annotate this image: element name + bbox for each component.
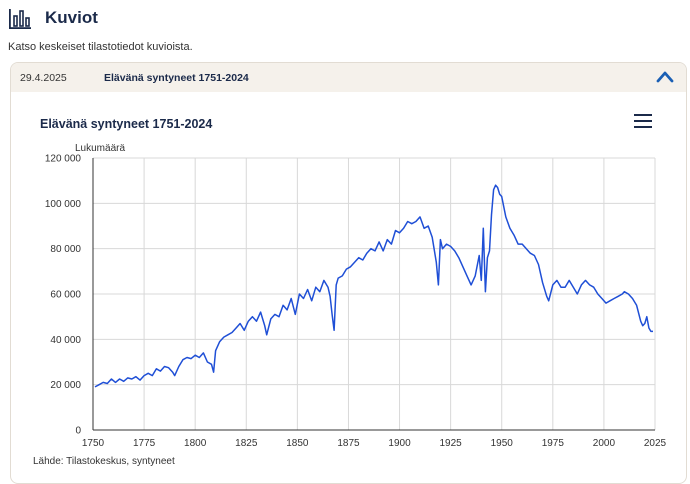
x-tick-label: 2025 [644, 438, 667, 449]
x-tick-label: 1800 [184, 438, 207, 449]
x-tick-label: 1775 [133, 438, 156, 449]
x-tick-label: 1850 [286, 438, 309, 449]
x-tick-label: 1875 [337, 438, 360, 449]
x-tick-label: 1825 [235, 438, 258, 449]
x-tick-label: 1975 [542, 438, 565, 449]
chevron-up-icon[interactable] [656, 69, 674, 85]
y-tick-label: 80 000 [50, 244, 81, 255]
y-tick-label: 40 000 [50, 335, 81, 346]
y-tick-label: 20 000 [50, 380, 81, 391]
y-tick-label: 120 000 [45, 154, 82, 165]
y-tick-label: 100 000 [45, 199, 82, 210]
x-tick-label: 1925 [440, 438, 463, 449]
chart-title: Elävänä syntyneet 1751-2024 [40, 117, 212, 131]
x-tick-label: 1950 [491, 438, 514, 449]
y-tick-label: 60 000 [50, 290, 81, 301]
y-tick-label: 0 [75, 426, 81, 437]
panel-header[interactable]: 29.4.2025 Elävänä syntyneet 1751-2024 [11, 63, 686, 92]
page-title: Kuviot [45, 8, 98, 27]
chart-source: Lähde: Tilastokeskus, syntyneet [33, 456, 175, 467]
bar-chart-icon [9, 9, 31, 29]
x-tick-label: 2000 [593, 438, 616, 449]
x-tick-label: 1750 [82, 438, 105, 449]
x-tick-label: 1900 [388, 438, 411, 449]
chart: Elävänä syntyneet 1751-2024 Lukumäärä 1750… [40, 117, 667, 449]
header-icon-wrap [8, 6, 32, 32]
y-axis-label: Lukumäärä [75, 143, 125, 154]
series-line [94, 184, 653, 388]
panel-date: 29.4.2025 [20, 72, 67, 84]
page-subtitle: Katso keskeiset tilastotiedot kuvioista. [8, 41, 193, 53]
panel-name: Elävänä syntyneet 1751-2024 [104, 72, 249, 84]
hamburger-menu-icon[interactable] [634, 114, 652, 128]
